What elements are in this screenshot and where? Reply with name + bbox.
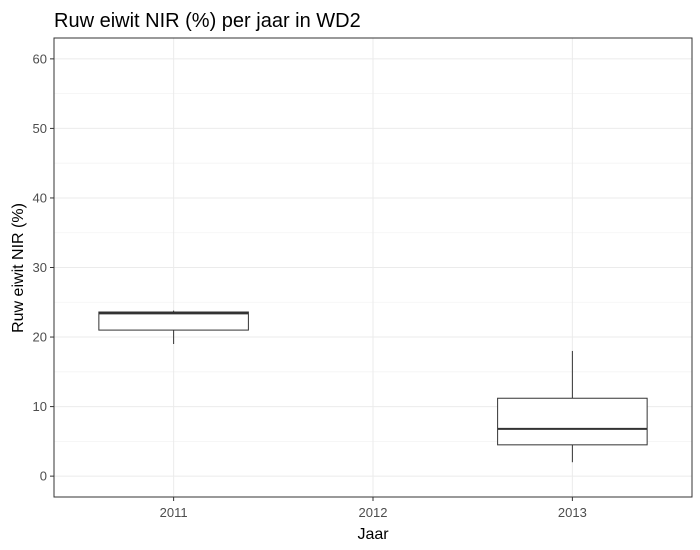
y-tick-label: 50 [33, 121, 47, 136]
x-tick-label: 2011 [160, 505, 188, 520]
y-tick-label: 30 [33, 260, 47, 275]
y-tick-label: 0 [40, 469, 47, 484]
y-tick-label: 20 [33, 330, 47, 345]
major-gridlines [54, 38, 692, 497]
x-tick-label: 2013 [558, 505, 587, 520]
y-tick-label: 60 [33, 51, 47, 66]
x-axis: 2011 2012 2013 [160, 497, 587, 520]
chart-title: Ruw eiwit NIR (%) per jaar in WD2 [54, 10, 361, 32]
box-iqr [98, 311, 249, 331]
box-iqr [497, 397, 648, 446]
y-tick-label: 40 [33, 190, 47, 205]
box-series [98, 310, 648, 463]
y-tick-label: 10 [33, 399, 47, 414]
y-axis-title: Ruw eiwit NIR (%) [10, 203, 27, 333]
box-2013 [497, 350, 648, 463]
box-2011 [98, 310, 249, 344]
y-axis: 0 10 20 30 40 50 60 [33, 51, 54, 484]
x-axis-title: Jaar [357, 526, 389, 543]
x-tick-label: 2012 [359, 505, 388, 520]
